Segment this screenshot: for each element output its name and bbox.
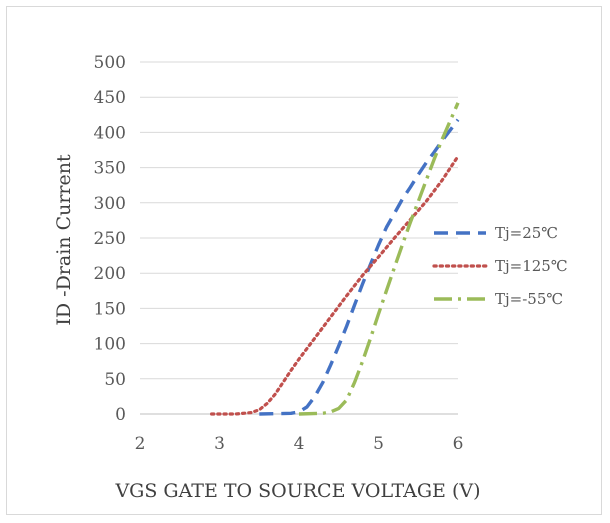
y-tick-label: 200 [94,264,126,284]
x-tick-label: 2 [135,434,146,454]
x-tick-label: 3 [214,434,225,454]
legend: Tj=25℃ Tj=125℃ Tj=-55℃ [432,224,568,308]
series-lines [210,102,460,416]
legend-label-2: Tj=125℃ [495,257,568,275]
legend-label-1: Tj=25℃ [495,224,558,242]
y-tick-label: 300 [94,194,126,214]
y-tick-label: 500 [94,53,126,73]
y-tick-label: 50 [104,370,126,390]
x-tick-label: 4 [294,434,305,454]
legend-label-3: Tj=-55℃ [495,290,563,308]
series-line-3 [298,102,460,416]
y-axis-title: ID -Drain Current [53,154,75,326]
y-tick-label: 100 [94,335,126,355]
x-tick-labels: 2 3 4 5 6 [135,434,464,454]
series-line-1 [259,118,460,416]
y-tick-label: 250 [94,229,126,249]
y-tick-label: 0 [115,405,126,425]
y-tick-labels: 0 50 100 150 200 250 300 350 400 450 500 [94,53,126,425]
y-tick-label: 350 [94,159,126,179]
y-tick-label: 400 [94,123,126,143]
gridlines [140,61,458,380]
y-tick-label: 450 [94,88,126,108]
x-axis-title: VGS GATE TO SOURCE VOLTAGE (V) [114,480,480,502]
x-tick-label: 6 [453,434,464,454]
y-tick-label: 150 [94,299,126,319]
x-tick-label: 5 [373,434,384,454]
chart-frame [6,6,602,515]
